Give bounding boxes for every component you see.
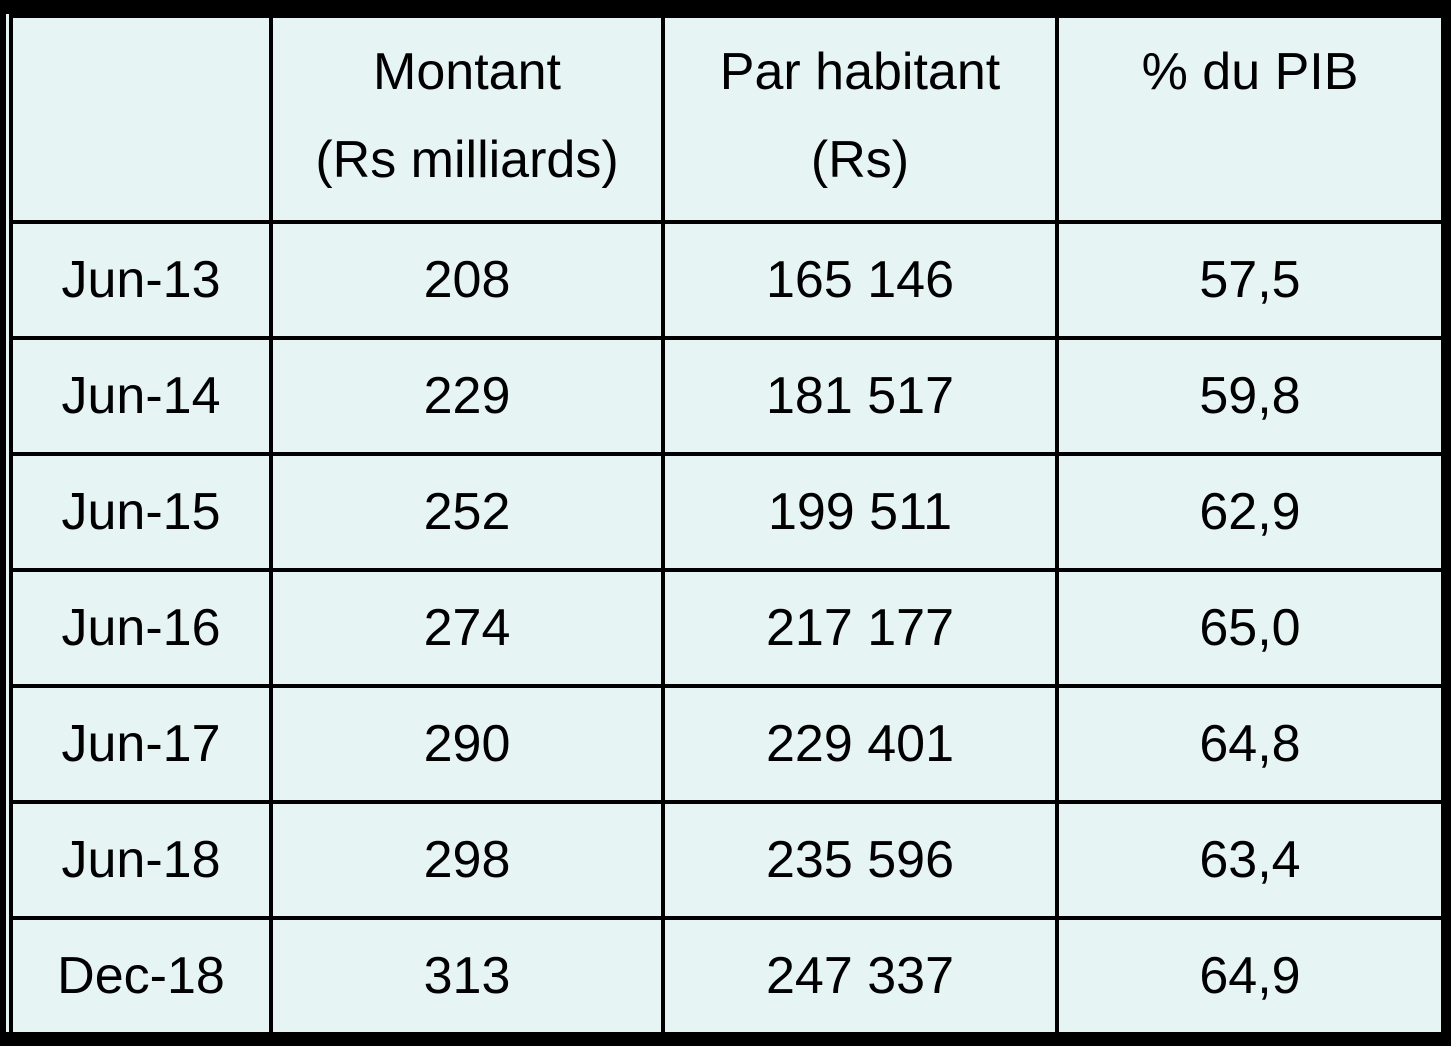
montant-cell: 229: [269, 336, 665, 456]
left-border-gap: [6, 14, 9, 1032]
period-cell: Dec-18: [9, 916, 273, 1036]
table-row: Jun-14 229 181 517 59,8: [9, 336, 1445, 456]
montant-cell: 290: [269, 684, 665, 804]
header-montant-line1: Montant: [373, 43, 561, 101]
header-row: Montant (Rs milliards) Par habitant (Rs)…: [9, 14, 1445, 224]
period-cell: Jun-16: [9, 568, 273, 688]
header-montant-line2: (Rs milliards): [315, 131, 619, 189]
period-cell: Jun-15: [9, 452, 273, 572]
period-cell: Jun-17: [9, 684, 273, 804]
left-border-outer: [3, 14, 6, 1032]
pct-pib-cell: 65,0: [1055, 568, 1445, 688]
par-habitant-cell: 247 337: [661, 916, 1059, 1036]
data-table: Montant (Rs milliards) Par habitant (Rs)…: [9, 14, 1445, 1036]
table-row: Jun-15 252 199 511 62,9: [9, 452, 1445, 572]
par-habitant-cell: 165 146: [661, 220, 1059, 340]
header-cell-pct-pib: % du PIB: [1055, 14, 1445, 224]
par-habitant-cell: 235 596: [661, 800, 1059, 920]
table-row: Jun-18 298 235 596 63,4: [9, 800, 1445, 920]
period-cell: Jun-18: [9, 800, 273, 920]
table-row: Jun-13 208 165 146 57,5: [9, 220, 1445, 340]
header-pct-pib-line1: % du PIB: [1141, 43, 1359, 101]
montant-cell: 298: [269, 800, 665, 920]
header-cell-par-habitant: Par habitant (Rs): [661, 14, 1059, 224]
par-habitant-cell: 199 511: [661, 452, 1059, 572]
header-cell-period: [9, 14, 273, 224]
montant-cell: 208: [269, 220, 665, 340]
period-cell: Jun-13: [9, 220, 273, 340]
pct-pib-cell: 59,8: [1055, 336, 1445, 456]
pct-pib-cell: 64,9: [1055, 916, 1445, 1036]
header-par-habitant-line2: (Rs): [810, 131, 910, 189]
par-habitant-cell: 181 517: [661, 336, 1059, 456]
pct-pib-cell: 62,9: [1055, 452, 1445, 572]
pct-pib-cell: 64,8: [1055, 684, 1445, 804]
pct-pib-cell: 63,4: [1055, 800, 1445, 920]
montant-cell: 274: [269, 568, 665, 688]
par-habitant-cell: 229 401: [661, 684, 1059, 804]
header-par-habitant-line1: Par habitant: [719, 43, 1001, 101]
period-cell: Jun-14: [9, 336, 273, 456]
header-cell-montant: Montant (Rs milliards): [269, 14, 665, 224]
table-row: Jun-16 274 217 177 65,0: [9, 568, 1445, 688]
table-row: Jun-17 290 229 401 64,8: [9, 684, 1445, 804]
par-habitant-cell: 217 177: [661, 568, 1059, 688]
table-row: Dec-18 313 247 337 64,9: [9, 916, 1445, 1036]
montant-cell: 313: [269, 916, 665, 1036]
montant-cell: 252: [269, 452, 665, 572]
pct-pib-cell: 57,5: [1055, 220, 1445, 340]
